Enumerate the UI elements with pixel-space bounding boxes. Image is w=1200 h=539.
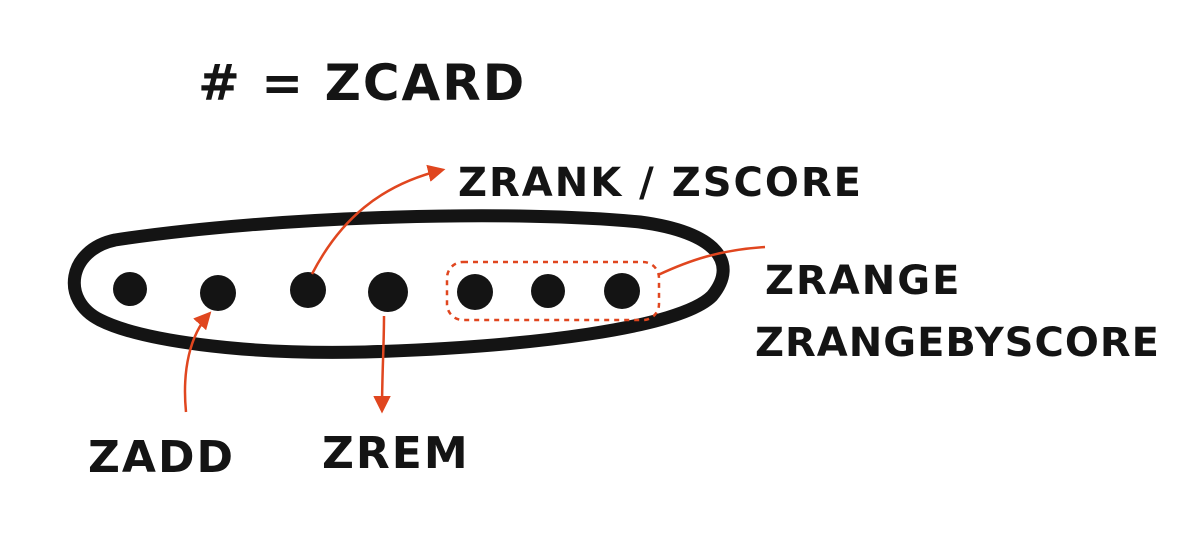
member-dot	[113, 272, 147, 306]
label-zrem: ZREM	[322, 428, 470, 479]
member-dot	[531, 274, 565, 308]
member-dot	[200, 275, 236, 311]
title-zcard: # = ZCARD	[198, 54, 526, 112]
arrow-zrange	[657, 245, 766, 277]
arrow-zrank	[310, 164, 446, 275]
sorted-set-outline	[67, 209, 730, 359]
arrow-zrem	[373, 315, 391, 414]
member-dot	[604, 273, 640, 309]
member-dot	[457, 274, 493, 310]
label-zrangebyscore: ZRANGEBYSCORE	[755, 320, 1160, 366]
arrow-zadd	[183, 311, 212, 413]
member-dot	[290, 272, 326, 308]
label-zrank-zscore: ZRANK / ZSCORE	[458, 160, 863, 206]
label-zrange: ZRANGE	[765, 258, 961, 304]
member-dot	[368, 272, 408, 312]
label-zadd: ZADD	[88, 432, 235, 483]
range-highlight-box	[445, 260, 661, 322]
